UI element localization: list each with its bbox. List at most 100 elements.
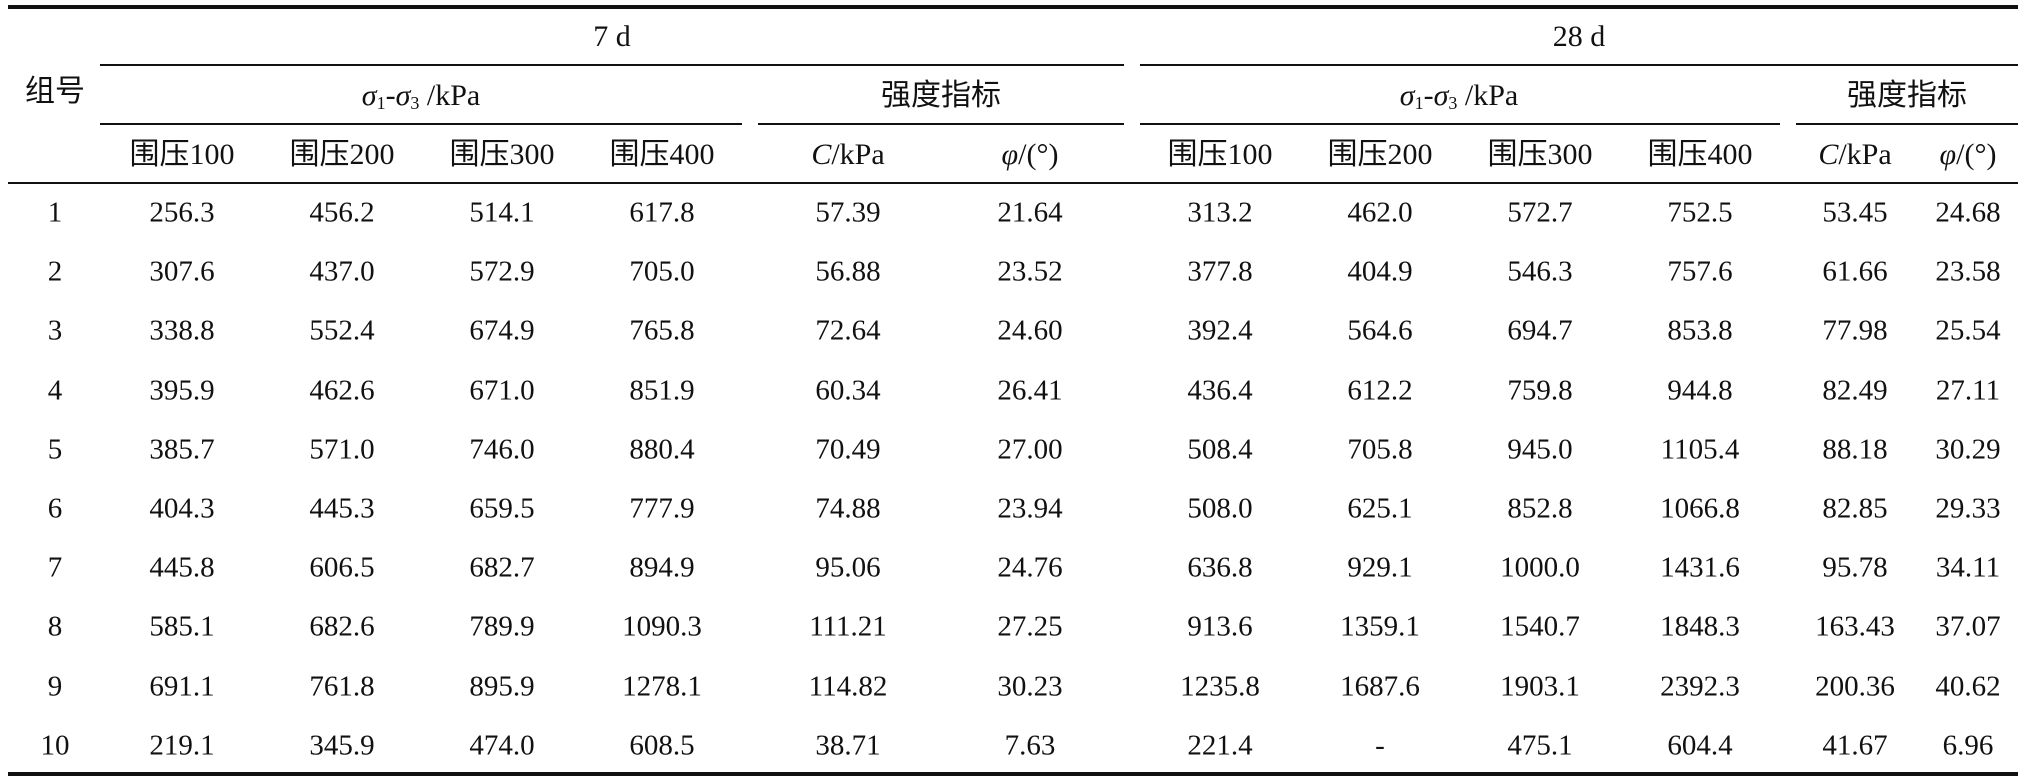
row-6-7d-col4: 777.9 (629, 492, 695, 525)
row-2-7d-col4: 705.0 (629, 255, 695, 288)
row-8-28d-col5: 163.43 (1815, 610, 1895, 643)
top-rule (8, 5, 2018, 9)
row-5-28d-col1: 508.4 (1187, 433, 1253, 466)
sigma-symbol: σ (1433, 79, 1449, 112)
row-5-28d-col2: 705.8 (1347, 433, 1413, 466)
sigma-symbol: σ (1399, 79, 1415, 112)
row-4-28d-col2: 612.2 (1347, 374, 1413, 407)
row-5-7d-col3: 746.0 (469, 433, 535, 466)
row-8-7d-col2: 682.6 (309, 610, 375, 643)
row-4-group: 4 (47, 374, 63, 407)
row-2-7d-col6: 23.52 (997, 255, 1063, 288)
c-7d-header-symbol: C (811, 138, 832, 171)
row-7-28d-col4: 1431.6 (1660, 551, 1740, 584)
row-10-28d-col6: 6.96 (1942, 729, 1994, 762)
c-7d-header: C/kPa (811, 140, 884, 170)
row-6-7d-col2: 445.3 (309, 492, 375, 525)
period-7d-underline (100, 64, 1124, 66)
row-2-7d-col2: 437.0 (309, 255, 375, 288)
confining-7d-1: 围压100 (129, 138, 235, 171)
stress-28d-header: σ1-σ3 /kPa (1399, 79, 1518, 113)
row-1-group: 1 (47, 196, 63, 229)
row-5-group: 5 (47, 433, 63, 466)
row-1-28d-col1: 313.2 (1187, 196, 1253, 229)
row-7-7d-col1: 445.8 (149, 551, 215, 584)
row-7-28d-col3: 1000.0 (1500, 551, 1580, 584)
row-9-7d-col3: 895.9 (469, 670, 535, 703)
subscript-3: 3 (410, 93, 420, 113)
row-5-7d-col4: 880.4 (629, 433, 695, 466)
row-4-28d-col4: 944.8 (1667, 374, 1733, 407)
row-3-group: 3 (47, 314, 63, 347)
row-8-7d-col5: 111.21 (809, 610, 887, 643)
row-2-group: 2 (47, 255, 63, 288)
row-3-28d-col4: 853.8 (1667, 314, 1733, 347)
row-2-28d-col2: 404.9 (1347, 255, 1413, 288)
row-10-7d-col2: 345.9 (309, 729, 375, 762)
row-10-28d-col2: - (1375, 729, 1385, 762)
row-1-28d-col5: 53.45 (1822, 196, 1888, 229)
row-1-7d-col1: 256.3 (149, 196, 215, 229)
row-7-7d-col2: 606.5 (309, 551, 375, 584)
bottom-rule (8, 772, 2018, 776)
sigma-symbol: σ (361, 79, 377, 112)
row-5-7d-col2: 571.0 (309, 433, 375, 466)
row-9-7d-col6: 30.23 (997, 670, 1063, 703)
row-8-7d-col6: 27.25 (997, 610, 1063, 643)
row-3-7d-col4: 765.8 (629, 314, 695, 347)
period-7d-header: 7 d (593, 20, 631, 53)
row-3-28d-col5: 77.98 (1822, 314, 1888, 347)
row-3-7d-col3: 674.9 (469, 314, 535, 347)
row-5-7d-col5: 70.49 (815, 433, 881, 466)
row-6-28d-col2: 625.1 (1347, 492, 1413, 525)
phi-7d-header: φ/(°) (1002, 140, 1059, 170)
row-7-7d-col5: 95.06 (815, 551, 881, 584)
row-8-7d-col1: 585.1 (149, 610, 215, 643)
row-9-group: 9 (47, 670, 63, 703)
row-7-7d-col4: 894.9 (629, 551, 695, 584)
row-1-7d-col4: 617.8 (629, 196, 695, 229)
row-6-28d-col5: 82.85 (1822, 492, 1888, 525)
row-10-7d-col4: 608.5 (629, 729, 695, 762)
row-6-28d-col1: 508.0 (1187, 492, 1253, 525)
row-5-28d-col3: 945.0 (1507, 433, 1573, 466)
row-10-7d-col5: 38.71 (815, 729, 881, 762)
subscript-3: 3 (1448, 93, 1458, 113)
row-5-7d-col6: 27.00 (997, 433, 1063, 466)
row-9-7d-col4: 1278.1 (622, 670, 702, 703)
row-4-7d-col3: 671.0 (469, 374, 535, 407)
c-28d-header: C/kPa (1818, 140, 1891, 170)
row-4-7d-col1: 395.9 (149, 374, 215, 407)
group-header: 组号 (25, 75, 85, 108)
row-5-28d-col4: 1105.4 (1660, 433, 1740, 466)
row-6-7d-col6: 23.94 (997, 492, 1063, 525)
confining-28d-2: 围压200 (1327, 138, 1433, 171)
confining-28d-1: 围压100 (1167, 138, 1273, 171)
row-2-7d-col1: 307.6 (149, 255, 215, 288)
unit: /kPa (419, 79, 481, 112)
row-6-group: 6 (47, 492, 63, 525)
phi-28d-header-symbol: φ (1939, 138, 1957, 171)
row-1-28d-col3: 572.7 (1507, 196, 1573, 229)
phi-28d-header: φ/(°) (1940, 140, 1997, 170)
subscript-1: 1 (1414, 93, 1424, 113)
c-7d-header-unit: /kPa (831, 138, 885, 171)
row-6-7d-col1: 404.3 (149, 492, 215, 525)
row-6-28d-col6: 29.33 (1935, 492, 2001, 525)
row-8-group: 8 (47, 610, 63, 643)
row-6-7d-col3: 659.5 (469, 492, 535, 525)
strength-7d-underline (758, 123, 1124, 125)
row-4-7d-col5: 60.34 (815, 374, 881, 407)
row-5-7d-col1: 385.7 (149, 433, 215, 466)
row-1-7d-col6: 21.64 (997, 196, 1063, 229)
row-10-28d-col1: 221.4 (1187, 729, 1253, 762)
row-6-28d-col4: 1066.8 (1660, 492, 1740, 525)
stress-28d-underline (1140, 123, 1780, 125)
row-10-7d-col1: 219.1 (149, 729, 215, 762)
row-5-28d-col5: 88.18 (1822, 433, 1888, 466)
row-5-28d-col6: 30.29 (1935, 433, 2001, 466)
row-9-28d-col4: 2392.3 (1660, 670, 1740, 703)
confining-7d-2: 围压200 (289, 138, 395, 171)
row-4-7d-col6: 26.41 (997, 374, 1063, 407)
